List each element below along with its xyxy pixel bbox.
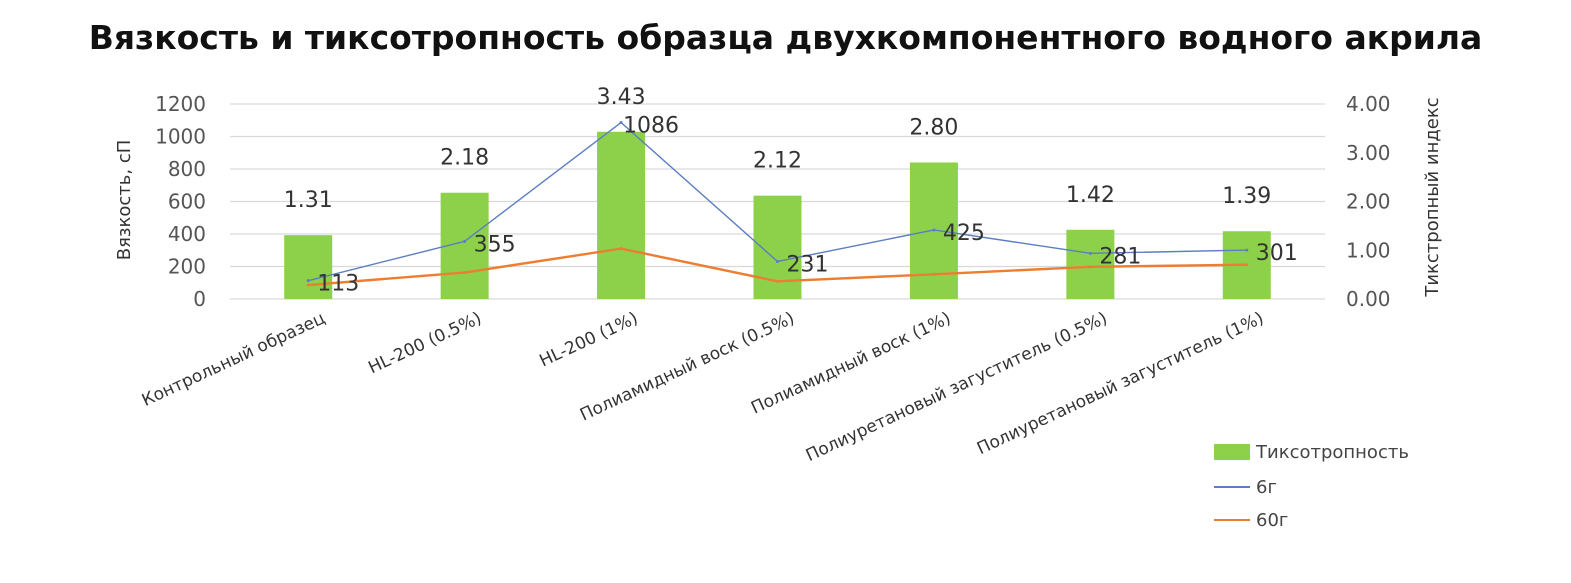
bar-data-label: 3.43 (597, 85, 646, 110)
line-point (1245, 248, 1249, 252)
line-point (619, 121, 623, 125)
y2-tick-label: 4.00 (1346, 92, 1391, 116)
line-point (776, 259, 779, 263)
y2-tick-label: 3.00 (1346, 141, 1391, 165)
line-data-label: 231 (787, 252, 829, 277)
category-label: HL-200 (1%) (536, 308, 641, 371)
line-data-label: 1086 (623, 114, 679, 139)
line-point (619, 247, 623, 251)
line-point (932, 228, 936, 232)
category-label: Полиуретановый загуститель (0.5%) (803, 308, 1111, 466)
y-tick-label: 400 (168, 222, 206, 246)
bar-data-label: 2.12 (753, 149, 802, 174)
line-point (306, 279, 310, 283)
y-axis-title: Вязкость, сП (114, 140, 135, 261)
bar-data-label: 2.80 (909, 116, 958, 141)
bar-data-label: 1.42 (1066, 183, 1115, 208)
y2-tick-label: 1.00 (1346, 238, 1391, 262)
y-tick-label: 600 (168, 190, 206, 214)
line-point (306, 283, 310, 287)
data-labels: 1.31 2.18 3.43 2.12 2.80 1.42 1.39 113 355 1086 23… (284, 85, 1298, 297)
line-data-label: 113 (317, 272, 359, 297)
legend-label: 6г (1256, 477, 1277, 498)
bar-data-label: 1.31 (284, 188, 333, 213)
y-tick-label: 200 (168, 255, 206, 279)
line-data-label: 425 (943, 221, 985, 246)
line-point (463, 271, 467, 275)
y-tick-label: 1000 (155, 125, 206, 149)
y2-axis-title: Тикстропный индекс (1422, 97, 1443, 297)
line-data-label: 281 (1099, 244, 1141, 269)
line-point (463, 239, 467, 243)
bar (1066, 229, 1115, 299)
category-label: Полиуретановый загуститель (1%) (974, 308, 1267, 459)
legend-swatch-bar (1214, 444, 1250, 460)
left-axis-ticks: 1200 1000 800 600 400 200 0 (155, 92, 206, 311)
line-data-label: 301 (1256, 241, 1298, 266)
line-point (1088, 265, 1092, 269)
y2-tick-label: 2.00 (1346, 190, 1391, 214)
bar-data-label: 2.18 (440, 146, 489, 171)
legend-label: 60г (1256, 510, 1288, 531)
line-point (1245, 263, 1249, 267)
right-axis-ticks: 4.00 3.00 2.00 1.00 0.00 (1346, 92, 1391, 311)
category-labels: Контрольный образец HL-200 (0.5%) HL-200 (… (139, 308, 1267, 466)
bar-data-label: 1.39 (1222, 184, 1271, 209)
line-data-label: 355 (474, 232, 516, 257)
legend: Тиксотропность 6г 60г (1214, 442, 1409, 531)
y-tick-label: 800 (168, 157, 206, 181)
bar (597, 131, 646, 299)
y2-tick-label: 0.00 (1346, 287, 1391, 311)
category-label: HL-200 (0.5%) (365, 308, 484, 378)
y-tick-label: 1200 (155, 92, 206, 116)
y-tick-label: 0 (193, 287, 206, 311)
line-point (1088, 251, 1092, 255)
line-point (932, 272, 936, 276)
bar (284, 235, 333, 299)
line-series (306, 121, 1249, 287)
chart-title: Вязкость и тиксотропность образца двухко… (88, 18, 1483, 57)
line-point (776, 279, 779, 283)
category-label: Контрольный образец (139, 308, 328, 411)
legend-label: Тиксотропность (1255, 442, 1409, 463)
